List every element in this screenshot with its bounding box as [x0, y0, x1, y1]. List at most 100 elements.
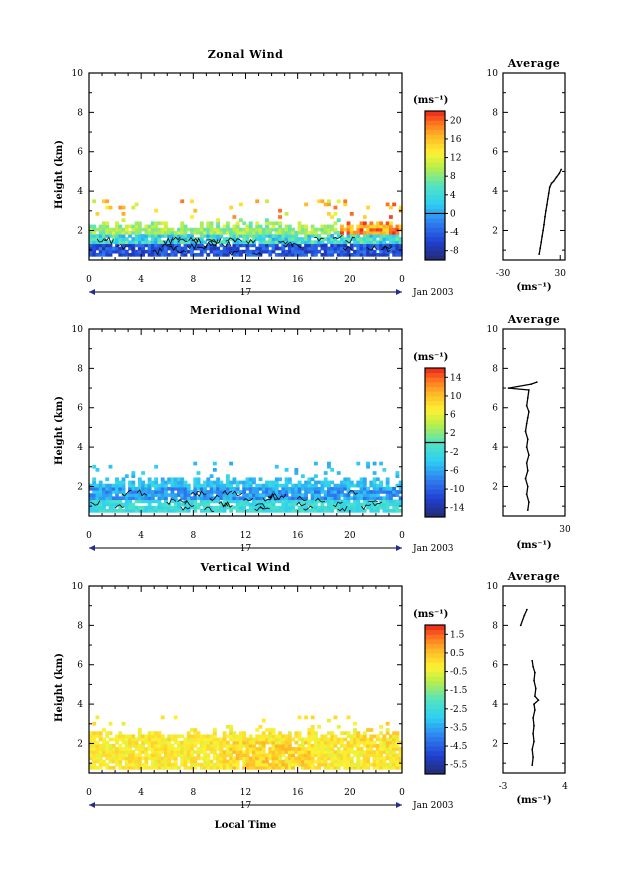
heatmap-cell: [258, 496, 263, 501]
heatmap-cell: [245, 493, 250, 497]
heatmap-cell: [196, 762, 201, 767]
average-point: [519, 624, 522, 627]
heatmap-cell: [287, 759, 292, 764]
heatmap-cell: [281, 743, 286, 748]
heatmap-cell: [343, 508, 348, 513]
heatmap-cell: [105, 731, 110, 736]
heatmap-cell: [229, 734, 234, 739]
heatmap-cell: [271, 486, 276, 491]
heatmap-cell: [157, 486, 162, 491]
heatmap-cell: [95, 759, 100, 764]
heatmap-cell: [180, 199, 185, 204]
heatmap-cell: [199, 756, 204, 761]
heatmap-cell: [193, 252, 198, 257]
heatmap-cell: [395, 227, 400, 232]
heatmap-cell: [180, 224, 185, 229]
heatmap-cell: [340, 759, 344, 764]
heatmap-cell: [395, 747, 400, 751]
heatmap-cell: [395, 762, 400, 767]
heatmap-cell: [229, 486, 234, 491]
average-title: Average: [507, 57, 561, 70]
heatmap-cell: [343, 737, 348, 742]
heatmap-cell: [323, 230, 328, 235]
arrow-head-icon: [89, 802, 95, 808]
heatmap-cell: [98, 486, 103, 491]
heatmap-cell: [284, 756, 289, 761]
heatmap-cell: [92, 493, 97, 497]
heatmap-cell: [340, 505, 344, 510]
heatmap-cell: [395, 246, 400, 251]
heatmap-cell: [177, 490, 181, 494]
colorbar-swatch: [425, 419, 445, 425]
heatmap-cell: [278, 759, 282, 764]
heatmap-cell: [255, 249, 260, 254]
heatmap-cell: [144, 243, 149, 248]
colorbar-swatch: [425, 662, 445, 668]
heatmap-cell: [369, 747, 374, 751]
heatmap-cell: [121, 721, 126, 726]
heatmap-cell: [124, 502, 129, 507]
heatmap-cell: [180, 756, 185, 761]
heatmap-cell: [111, 240, 116, 245]
average-segment: [520, 615, 525, 626]
heatmap-cell: [375, 243, 380, 248]
heatmap-cell: [157, 759, 162, 764]
average-point: [534, 709, 536, 711]
heatmap-cell: [379, 246, 384, 251]
average-point: [528, 501, 530, 504]
heatmap-cell: [372, 502, 377, 507]
colorbar-swatch: [425, 204, 445, 210]
colorbar-swatch: [425, 400, 445, 406]
heatmap-cell: [287, 762, 292, 767]
heatmap-cell: [349, 734, 354, 739]
heatmap-cell: [327, 718, 331, 723]
heatmap-cell: [385, 227, 390, 232]
heatmap-cell: [89, 224, 93, 229]
heatmap-cell: [307, 234, 312, 238]
heatmap-cell: [115, 221, 119, 226]
heatmap-cell: [183, 483, 188, 488]
heatmap-cell: [297, 759, 302, 764]
heatmap-cell: [304, 252, 309, 257]
heatmap-cell: [366, 750, 370, 754]
heatmap-cell: [304, 762, 309, 767]
heatmap-cell: [193, 486, 198, 491]
heatmap-cell: [375, 750, 380, 754]
heatmap-cell: [392, 490, 397, 494]
contour-line: [190, 490, 201, 496]
heatmap-cell: [206, 499, 211, 504]
heatmap-cell: [180, 480, 185, 485]
heatmap-cell: [327, 234, 331, 238]
heatmap-cell: [229, 246, 234, 251]
heatmap-cell: [232, 743, 237, 748]
heatmap-cell: [356, 731, 361, 736]
heatmap-cell: [287, 480, 292, 485]
heatmap-cell: [281, 227, 286, 232]
heatmap-cell: [336, 740, 341, 745]
heatmap-cell: [304, 756, 309, 761]
heatmap-cell: [242, 756, 247, 761]
heatmap-cell: [343, 505, 348, 510]
heatmap-cell: [118, 480, 123, 485]
heatmap-cell: [229, 725, 234, 729]
heatmap-cell: [398, 249, 403, 254]
heatmap-cell: [395, 753, 400, 758]
colorbar-swatch: [425, 732, 445, 738]
heatmap-cell: [206, 243, 211, 248]
heatmap-cell: [317, 740, 322, 745]
heatmap-cell: [395, 490, 400, 494]
heatmap-cell: [369, 737, 374, 742]
heatmap-cell: [317, 490, 322, 494]
average-frame: [502, 585, 566, 774]
heatmap-cell: [359, 490, 364, 494]
average-y-tick-label: 4: [492, 187, 498, 197]
x-tick-label: 20: [344, 788, 356, 798]
heatmap-cell: [343, 237, 348, 241]
heatmap-cell: [274, 759, 279, 764]
heatmap-cell: [118, 747, 123, 751]
heatmap-cell: [209, 499, 214, 504]
heatmap-cell: [388, 502, 393, 507]
heatmap-cell: [219, 480, 224, 485]
colorbar-swatch: [425, 699, 445, 705]
heatmap-cell: [92, 252, 97, 257]
